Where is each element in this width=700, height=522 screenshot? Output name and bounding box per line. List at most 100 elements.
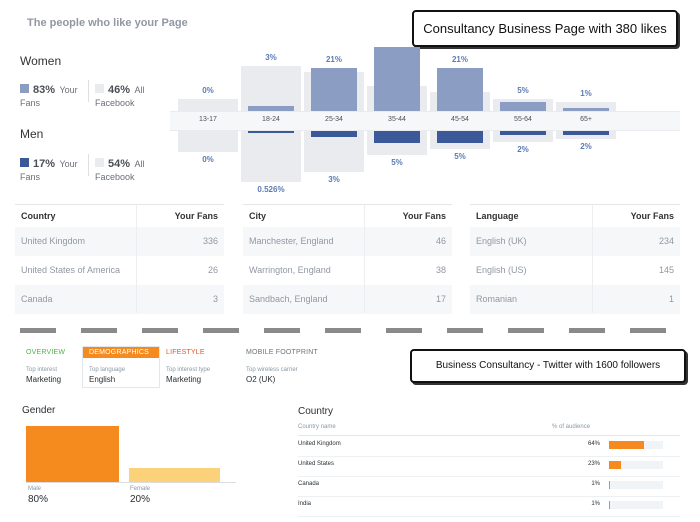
table-header-name: City: [249, 211, 267, 221]
women-age-bar[interactable]: [437, 67, 483, 112]
country-row[interactable]: United Kingdom 64%: [298, 436, 680, 457]
women-age-bar[interactable]: [248, 105, 294, 112]
women-swatch: [20, 84, 29, 94]
gender-male-value: 80%: [28, 494, 49, 505]
men-age-bar[interactable]: [311, 129, 357, 138]
men-all-sub: Facebook: [95, 172, 135, 182]
row-name: Canada: [21, 294, 53, 304]
tab-stat-value: English: [89, 375, 116, 384]
row-value: 336: [202, 236, 218, 246]
twitter-callout: Business Consultancy - Twitter with 1600…: [410, 349, 686, 383]
men-age-bar[interactable]: [248, 129, 294, 133]
tab-stat-label: Top interest: [26, 367, 58, 373]
men-age-bar[interactable]: [437, 129, 483, 143]
facebook-callout: Consultancy Business Page with 380 likes: [412, 10, 678, 47]
table-row[interactable]: English (US) 145: [470, 256, 680, 285]
separator-dash: [142, 328, 178, 333]
row-name: Manchester, England: [249, 236, 334, 246]
men-age-value: 0%: [202, 155, 214, 165]
men-all-facebook: 54% All Facebook: [95, 154, 145, 182]
women-all-facebook: 46% All Facebook: [95, 80, 145, 108]
men-age-bar[interactable]: [563, 129, 609, 135]
row-value: 26: [207, 265, 218, 275]
table-header-value: Your Fans: [402, 211, 446, 221]
tab-stat-value: O2 (UK): [246, 375, 276, 384]
women-your-fans: 83% Your Fans: [20, 80, 78, 108]
women-all-pct: 46%: [108, 84, 131, 96]
tab-demographics[interactable]: DEMOGRAPHICS Top language English: [83, 347, 159, 387]
age-group-label: 35-44: [388, 116, 406, 123]
table-row[interactable]: English (UK) 234: [470, 227, 680, 256]
men-all-pct: 54%: [108, 158, 131, 170]
men-age-value: 0.526%: [257, 184, 285, 194]
men-your-fans: 17% Your Fans: [20, 154, 78, 182]
row-value: 3: [212, 294, 218, 304]
table-header-name: Language: [476, 211, 519, 221]
row-value: 145: [658, 265, 674, 275]
table-row[interactable]: United Kingdom 336: [15, 227, 224, 256]
women-age-value: 3%: [265, 52, 277, 62]
men-age-bar[interactable]: [500, 129, 546, 135]
table-header: Country Your Fans: [15, 205, 224, 227]
women-age-value: 5%: [517, 85, 529, 95]
age-group-label: 65+: [580, 116, 592, 123]
row-name: English (UK): [476, 236, 527, 246]
row-value: 17: [435, 294, 446, 304]
gender-female-bar: [129, 468, 220, 482]
tab-name: DEMOGRAPHICS: [89, 349, 149, 356]
women-age-bar[interactable]: [311, 67, 357, 112]
row-value: 234: [658, 236, 674, 246]
table-header-name: Country: [21, 211, 56, 221]
men-swatch: [20, 158, 29, 168]
women-all-sub: Facebook: [95, 98, 135, 108]
page-likes-title: The people who like your Page: [27, 17, 188, 29]
country-bar-fill: [609, 501, 610, 509]
all-facebook-men-bar: [241, 129, 301, 182]
men-all-word: All: [134, 159, 145, 169]
row-value: 46: [435, 236, 446, 246]
country-row[interactable]: Canada 1%: [298, 476, 680, 497]
column-divider: [592, 205, 593, 313]
men-age-bar[interactable]: [374, 129, 420, 143]
all-swatch: [95, 158, 104, 168]
men-your-word: Your: [59, 159, 78, 169]
country-bar-fill: [609, 481, 610, 489]
country-bar-fill: [609, 461, 622, 469]
women-label: Women: [20, 54, 62, 68]
row-value: 38: [435, 265, 446, 275]
fan-breakdown-table: Language Your Fans English (UK) 234 English …: [470, 204, 680, 314]
country-name: United Kingdom: [298, 441, 341, 447]
country-name: India: [298, 501, 312, 507]
women-age-bar[interactable]: [374, 47, 420, 112]
separator-dash: [203, 328, 239, 333]
all-facebook-men-bar: [178, 129, 238, 153]
separator-dash: [630, 328, 666, 333]
row-name: United Kingdom: [21, 236, 86, 246]
fan-breakdown-table: Country Your Fans United Kingdom 336 United …: [15, 204, 224, 314]
tab-name: MOBILE FOOTPRINT: [246, 349, 319, 356]
column-divider: [364, 205, 365, 313]
all-facebook-women-bar: [178, 98, 238, 112]
tab-mobile-footprint[interactable]: MOBILE FOOTPRINT Top wireless carrier O2 (…: [240, 347, 350, 387]
tab-stat-label: Top language: [89, 367, 126, 373]
table-row[interactable]: Warrington, England 38: [243, 256, 452, 285]
women-age-bar[interactable]: [563, 108, 609, 112]
table-row[interactable]: Sandbach, England 17: [243, 285, 452, 314]
women-all-word: All: [134, 85, 145, 95]
table-row[interactable]: Manchester, England 46: [243, 227, 452, 256]
tab-stat-label: Top wireless carrier: [246, 367, 298, 373]
table-header-value: Your Fans: [630, 211, 674, 221]
women-age-bar[interactable]: [500, 101, 546, 112]
country-row[interactable]: United States 23%: [298, 456, 680, 477]
age-group-label: 18-24: [262, 116, 280, 123]
country-row[interactable]: India 1%: [298, 496, 680, 517]
women-age-value: 0%: [202, 85, 214, 95]
tab-overview[interactable]: OVERVIEW Top interest Marketing: [20, 347, 80, 387]
row-name: Romanian: [476, 294, 518, 304]
table-row[interactable]: Romanian 1: [470, 285, 680, 314]
table-row[interactable]: United States of America 26: [15, 256, 224, 285]
tab-lifestyle[interactable]: LIFESTYLE Top interest type Marketing: [160, 347, 238, 387]
column-divider: [136, 205, 137, 313]
table-row[interactable]: Canada 3: [15, 285, 224, 314]
age-group-label: 13-17: [199, 116, 217, 123]
